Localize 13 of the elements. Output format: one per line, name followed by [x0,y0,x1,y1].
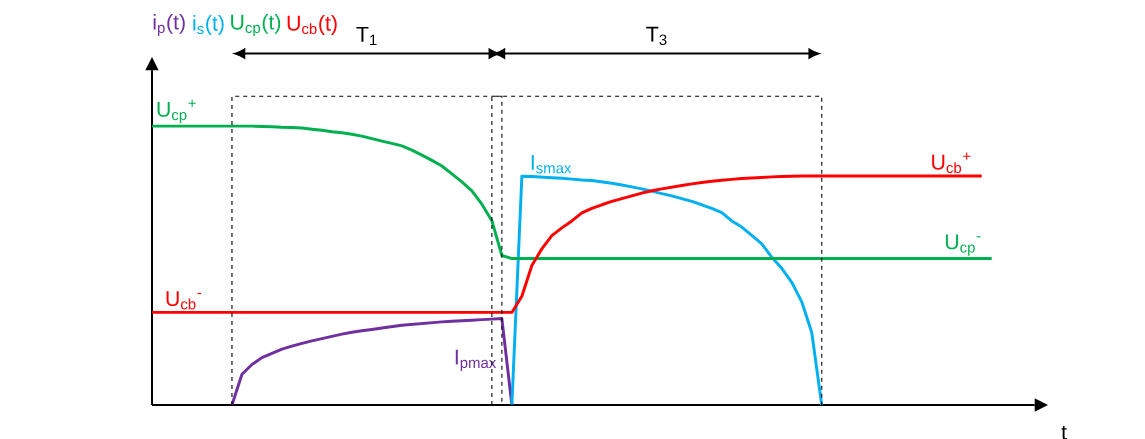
text: U$_{cp}$(t) [231,13,281,36]
text: U$_{cb}$(t) [287,15,337,35]
annotation: I$_{pmax}$ [455,349,497,371]
annotation: U$_{cp}$- [945,234,981,256]
text: i$_{p}$(t) [153,13,185,36]
text: T$_{1}$ [356,26,377,46]
text: T$_{3}$ [646,26,667,46]
annotation: U$_{cb}$- [166,291,202,310]
annotation: U$_{cb}$+ [932,152,971,174]
annotation: I$_{smax}$ [531,155,572,174]
text: i$_{s}$(t) [193,15,224,35]
annotation: U$_{cp}$+ [157,99,196,124]
x-axis-title: t [1061,425,1067,439]
